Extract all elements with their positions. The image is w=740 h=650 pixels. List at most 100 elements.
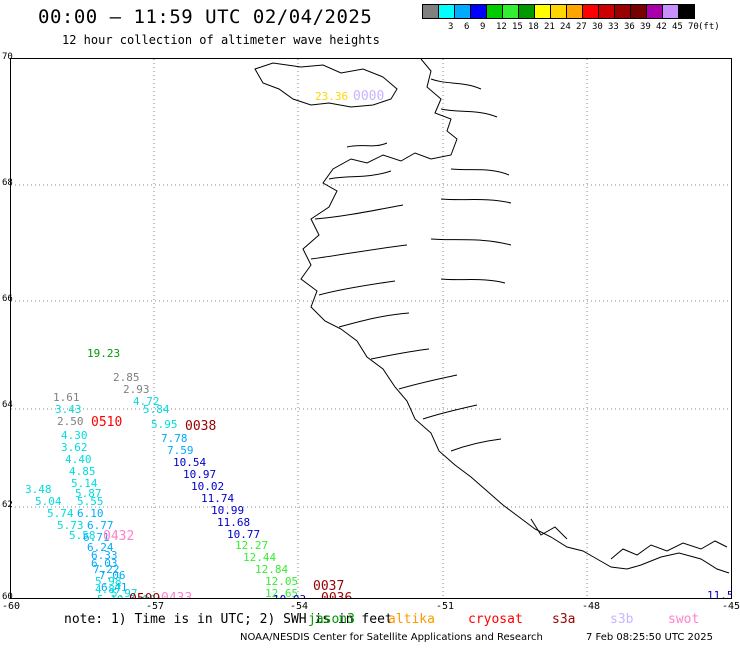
- legend-swatch: [630, 4, 647, 19]
- longitude-label: -45: [722, 601, 740, 612]
- legend-swatch: [678, 4, 695, 19]
- pass-time-label: 0000: [353, 89, 384, 104]
- note-text: note: 1) Time is in UTC; 2) SWH is in fe…: [64, 612, 393, 627]
- wave-height-label: 7.59: [167, 444, 194, 457]
- satellite-label: s3a: [552, 612, 576, 627]
- legend-label: 27: [576, 22, 587, 32]
- satellite-label: cryosat: [468, 612, 523, 627]
- wave-height-label: 6.03: [91, 557, 118, 570]
- pass-time-label: 0509: [129, 592, 160, 598]
- wave-height-label: 2.93: [123, 383, 150, 396]
- wave-height-label: 10.77: [227, 528, 260, 541]
- legend-label: 45: [672, 22, 683, 32]
- timestamp-text: 7 Feb 08:25:50 UTC 2025: [586, 632, 713, 643]
- wave-height-label: 12.65: [265, 587, 298, 598]
- legend-swatch: [518, 4, 535, 19]
- legend-swatch: [470, 4, 487, 19]
- longitude-label: -57: [146, 601, 165, 612]
- satellite-label: jason3: [308, 612, 355, 627]
- legend-swatch: [566, 4, 583, 19]
- legend-swatch: [502, 4, 519, 19]
- legend-swatch: [614, 4, 631, 19]
- wave-height-label: 5.58: [69, 529, 96, 542]
- satellite-label: s3b: [610, 612, 634, 627]
- wave-height-label: 5.74: [47, 507, 74, 520]
- wave-height-label: 10.03: [273, 593, 306, 598]
- legend-swatch: [454, 4, 471, 19]
- legend-swatch: [438, 4, 455, 19]
- latitude-label: 66: [2, 294, 13, 304]
- pass-time-label: 0036: [321, 591, 352, 598]
- wave-height-label: 5.98: [95, 575, 122, 588]
- wave-height-label: 6.24: [87, 541, 114, 554]
- longitude-label: -48: [582, 601, 601, 612]
- wave-height-label: 7.78: [161, 432, 188, 445]
- wave-height-label: 5.73: [57, 519, 84, 532]
- wave-height-label: 6.33: [91, 549, 118, 562]
- wave-height-label: 10.99: [211, 504, 244, 517]
- legend-swatch: [486, 4, 503, 19]
- wave-height-label: 7.06: [99, 569, 126, 582]
- graticule: [11, 59, 731, 598]
- wave-height-label: 1.61: [53, 391, 80, 404]
- wave-height-label: 5.14: [71, 477, 98, 490]
- legend-swatch: [646, 4, 663, 19]
- wave-height-label: 11.74: [201, 492, 234, 505]
- wave-height-label: 5.04: [35, 495, 62, 508]
- legend-label: 30: [592, 22, 603, 32]
- wave-height-label: 19.23: [87, 347, 120, 360]
- map-canvas: 19.23 1.61 2.852.93 2.503.43 4.725.84 5.95 4.3…: [11, 59, 731, 598]
- longitude-label: -54: [290, 601, 309, 612]
- wave-height-label: 4.87: [95, 583, 122, 596]
- wave-height-label: 4.40: [65, 453, 92, 466]
- wave-height-label: 5.95: [151, 418, 178, 431]
- legend-label: 70: [688, 22, 699, 32]
- wave-height-label: 2.85: [113, 371, 140, 384]
- wave-height-label: 23.36: [315, 90, 348, 103]
- wave-height-label: 6.41: [101, 581, 128, 594]
- color-legend: 3 6 9 12 15 18 21 24 27 30 33 36 39 42 45 70 (ft): [422, 4, 720, 32]
- satellite-label: altika: [388, 612, 435, 627]
- legend-swatch: [662, 4, 679, 19]
- legend-label: 12: [496, 22, 507, 32]
- satellite-label: swot: [668, 612, 700, 627]
- legend-label: 33: [608, 22, 619, 32]
- wave-height-label: 5.87: [75, 487, 102, 500]
- legend-swatch: [550, 4, 567, 19]
- legend-label: 21: [544, 22, 555, 32]
- wave-height-label: 12.84: [255, 563, 288, 576]
- map-subtitle: 12 hour collection of altimeter wave hei…: [62, 33, 380, 47]
- wave-height-label: 5.10: [97, 593, 124, 598]
- map-title: 00:00 – 11:59 UTC 02/04/2025: [38, 6, 373, 28]
- latitude-label: 64: [2, 400, 13, 410]
- wave-height-label: 5.84: [143, 403, 170, 416]
- legend-swatch: [598, 4, 615, 19]
- legend-label: 42: [656, 22, 667, 32]
- legend-label: 6: [464, 22, 470, 32]
- legend-swatch: [582, 4, 599, 19]
- wave-height-label: 11.68: [217, 516, 250, 529]
- legend-label: 18: [528, 22, 539, 32]
- latitude-label: 62: [2, 500, 13, 510]
- pass-time-label: 0037: [313, 579, 344, 594]
- wave-height-label: 3.62: [61, 441, 88, 454]
- wave-height-label: 12.05: [265, 575, 298, 588]
- pass-time-label: 0510: [91, 415, 122, 430]
- wave-height-label: 10.54: [173, 456, 206, 469]
- wave-height-label: 12.27: [235, 539, 268, 552]
- latitude-label: 60: [2, 592, 13, 602]
- wave-height-label: 10.97: [183, 468, 216, 481]
- wave-height-label: 2.50: [57, 415, 84, 428]
- wave-height-points: 19.23 1.61 2.852.93 2.503.43 4.725.84 5.95 4.3…: [25, 89, 731, 598]
- wave-height-label: 3.48: [25, 483, 52, 496]
- latitude-label: 68: [2, 178, 13, 188]
- legend-label: 9: [480, 22, 486, 32]
- legend-label: 39: [640, 22, 651, 32]
- pass-time-label: 0433: [161, 591, 192, 598]
- legend-unit: (ft): [698, 22, 720, 32]
- legend-label: 15: [512, 22, 523, 32]
- wave-height-label: 6.77: [87, 519, 114, 532]
- wave-height-label: 4.85: [69, 465, 96, 478]
- wave-height-label: 5.55: [77, 495, 104, 508]
- legend-label: 3: [448, 22, 454, 32]
